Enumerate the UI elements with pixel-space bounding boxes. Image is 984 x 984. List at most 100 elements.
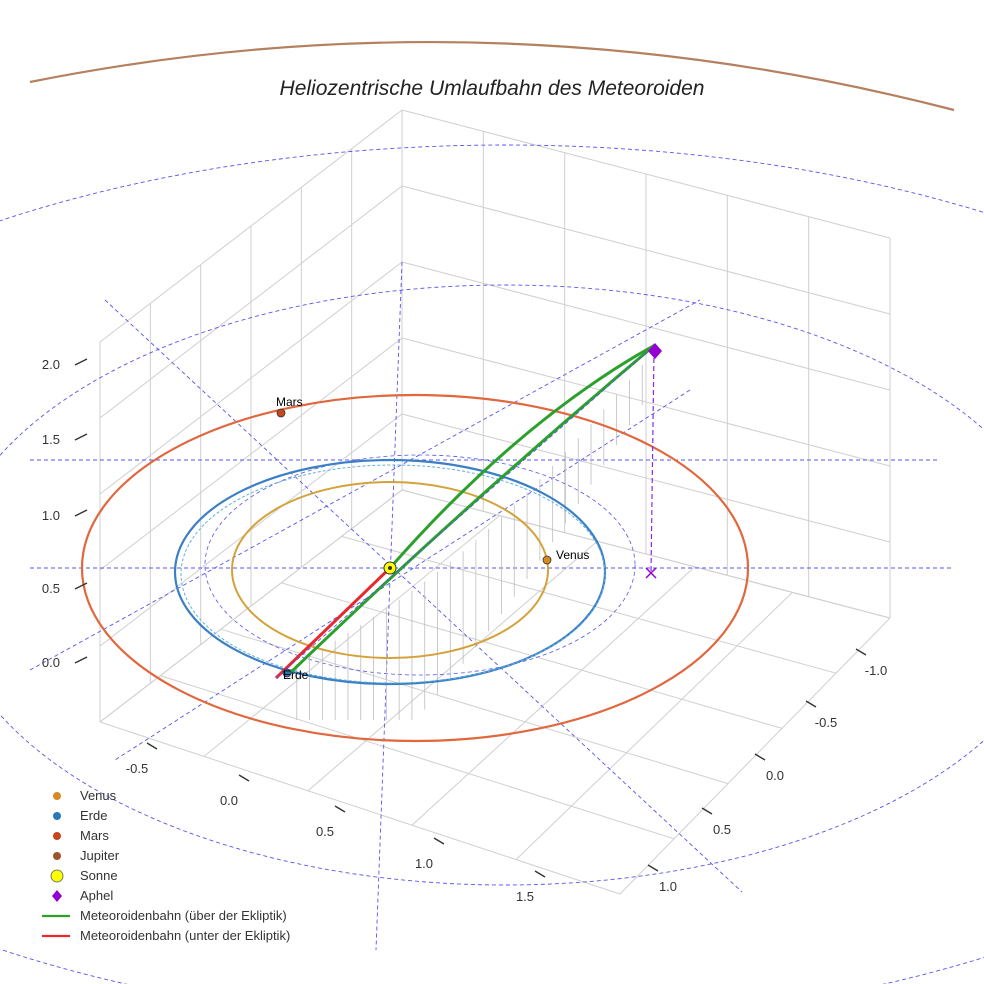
grid-line [515,592,793,860]
reference-spoke [29,299,701,671]
legend-label: Venus [80,788,117,803]
z-tick-mark [74,656,88,664]
x-tick-mark [238,774,250,782]
grid-line [99,337,403,571]
y-tick-mark [754,753,766,761]
dot-legend-icon [53,812,61,820]
x-tick-label: 1.5 [516,889,534,904]
x-tick-label: 1.0 [415,856,433,871]
legend-item: Mars [40,826,290,846]
x-tick-label: 0.0 [220,793,238,808]
grid-line [411,566,696,826]
legend-item: Venus [40,786,290,806]
trajectory-below [274,566,392,680]
x-tick-mark [334,805,346,813]
legend-label: Mars [80,828,109,843]
axes-grid [99,109,891,895]
x-tick-label: 0.5 [316,824,334,839]
y-tick-label: 0.5 [713,822,731,837]
y-tick-label: -1.0 [865,663,887,678]
reference-spoke [375,261,403,951]
grid-line [99,721,621,895]
trajectory-projection [275,344,656,679]
dot-legend-icon [53,792,61,800]
y-tick-mark [805,700,817,708]
trajectory-above-1 [286,343,656,677]
grid-line [401,337,891,467]
legend-item: Sonne [40,866,290,886]
y-tick-mark [855,648,867,656]
projection-lines [296,364,643,720]
reference-spoke [114,389,691,761]
grid-line [220,628,729,785]
legend-item: Erde [40,806,290,826]
reference-ellipse [204,454,636,676]
z-tick-label: 2.0 [42,357,60,372]
legend-dot [53,792,61,800]
grid-line [341,535,837,674]
grid-line [401,185,891,315]
grid-line [401,413,891,543]
tick-labels: 0.0 0.5 1.0 1.5 2.0 -0.5 0.0 0.5 1.0 1.5 -1.0 -0.5 0… [42,357,887,904]
mars-orbit [80,393,750,743]
grid-line [160,675,675,840]
dot-legend-icon [53,852,61,860]
grid-line [99,261,403,495]
venus-marker [542,555,552,565]
y-tick-label: 0.0 [766,768,784,783]
x-tick-mark [534,870,546,878]
legend-item: Meteoroidenbahn (unter der Ekliptik) [40,926,290,946]
aphel-drop-line [650,349,655,573]
grid-line [401,109,891,239]
grid-line [203,515,500,757]
trajectory-above-2 [388,343,656,569]
legend-label: Meteoroidenbahn (über der Ekliptik) [80,908,287,923]
y-tick-label: 1.0 [659,879,677,894]
venus-orbit [231,481,549,659]
mars-marker [276,408,286,418]
grid-line [401,489,891,619]
legend-item: Jupiter [40,846,290,866]
z-tick-mark [74,582,88,590]
z-tick-label: 1.5 [42,432,60,447]
grid-line [99,413,403,647]
legend-dot [53,812,61,820]
grid-line [99,185,403,419]
diamond-legend-icon [52,890,62,902]
ecliptic-reference-grid [0,144,984,984]
legend-label: Erde [80,808,108,823]
reference-ellipse [0,284,984,886]
legend-label: Sonne [80,868,118,883]
chart-title: Heliozentrische Umlaufbahn des Meteoroid… [280,77,705,100]
legend-dot [53,852,61,860]
z-tick-mark [74,433,88,441]
sun-center [388,566,392,570]
grid-line [619,617,891,895]
sun-legend-icon [50,869,64,883]
reference-spoke [104,299,743,893]
markers: Mars Venus Erde [276,343,662,682]
meteoroid-trajectory [274,343,656,680]
x-tick-mark [146,742,158,750]
legend: Venus Erde Mars Jupiter Sonne Aphel Meteoroide… [40,786,290,946]
planet-orbits [29,41,955,743]
legend-label: Jupiter [80,848,120,863]
z-tick-label: 1.0 [42,508,60,523]
reference-ellipse [0,144,984,984]
aphel-marker [648,343,662,359]
legend-sun [50,869,64,883]
z-tick-label: 0.0 [42,655,60,670]
grid-line [307,540,598,792]
erde-label: Erde [283,668,309,682]
grid-line [401,261,891,391]
erde-marker [282,668,292,678]
x-tick-label: -0.5 [126,761,148,776]
aphel-projection-marker [645,567,657,579]
legend-dot [53,832,61,840]
erde-orbit-dashed [180,464,606,684]
dot-legend-icon [53,832,61,840]
z-tick-mark [74,509,88,517]
jupiter-orbit [29,41,955,112]
y-tick-mark [647,864,659,872]
